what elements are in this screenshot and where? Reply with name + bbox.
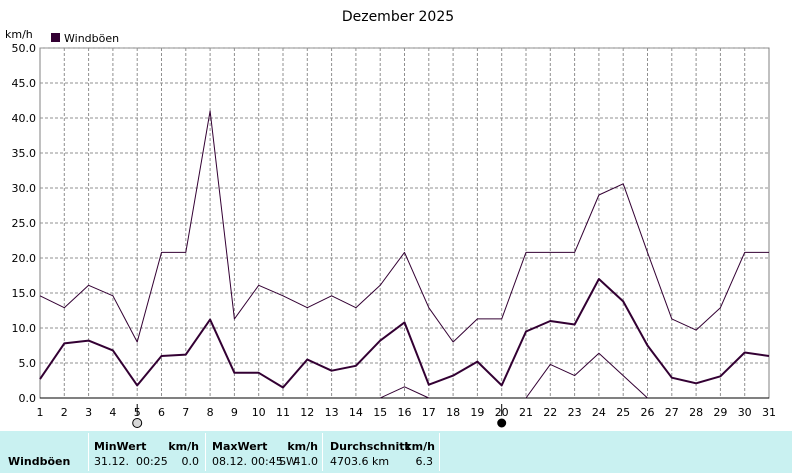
legend-label: Windböen (64, 32, 119, 45)
x-tick-label: 7 (182, 406, 189, 419)
x-tick-label: 31 (762, 406, 776, 419)
y-tick-label: 0.0 (19, 392, 37, 405)
x-tick-label: 24 (592, 406, 606, 419)
x-tick-label: 3 (85, 406, 92, 419)
x-tick-label: 28 (689, 406, 703, 419)
x-tick-label: 16 (398, 406, 412, 419)
x-tick-label: 27 (665, 406, 679, 419)
x-tick-label: 15 (373, 406, 387, 419)
x-tick-label: 26 (641, 406, 655, 419)
x-tick-label: 6 (158, 406, 165, 419)
min-time: 00:25 (136, 455, 168, 468)
new-moon-icon (497, 418, 507, 428)
series-line-min (525, 352, 648, 399)
avg-header: Durchschnitt (330, 440, 410, 453)
stats-row-label-cell: Windböen (0, 431, 88, 473)
chart: Dezember 2025 km/h Windböen 0.05.010.015… (5, 9, 777, 428)
y-tick-label: 40.0 (12, 112, 37, 125)
legend-swatch (51, 33, 60, 42)
y-tick-label: 10.0 (12, 322, 37, 335)
y-tick-label: 20.0 (12, 252, 37, 265)
stats-min-cell: MinWert km/h 31.12. 00:25 0.0 (89, 431, 205, 473)
y-axis-label: km/h (5, 28, 33, 41)
x-tick-label: 25 (616, 406, 630, 419)
x-tick-label: 1 (37, 406, 44, 419)
x-tick-label: 14 (349, 406, 363, 419)
series-line-avg (39, 278, 770, 389)
moon-phase-markers (132, 404, 507, 428)
y-tick-label: 30.0 (12, 182, 37, 195)
x-tick-label: 13 (325, 406, 339, 419)
stats-avg-cell: Durchschnitt km/h 4703.6 km 6.3 (323, 431, 439, 473)
x-tick-label: 17 (422, 406, 436, 419)
x-tick-label: 12 (300, 406, 314, 419)
x-tick-labels: 1234567891011121314151617181920212223242… (37, 406, 777, 419)
y-tick-label: 45.0 (12, 77, 37, 90)
x-tick-label: 29 (713, 406, 727, 419)
x-tick-label: 2 (61, 406, 68, 419)
series-lines (39, 110, 770, 399)
max-date: 08.12. (212, 455, 247, 468)
stats-max-cell: MaxWert km/h 08.12. 00:45 SW 41.0 (206, 431, 322, 473)
y-tick-label: 25.0 (12, 217, 37, 230)
stats-separator (439, 433, 440, 471)
series-line-min (379, 386, 430, 399)
x-tick-label: 21 (519, 406, 533, 419)
x-tick-label: 8 (207, 406, 214, 419)
x-tick-label: 22 (543, 406, 557, 419)
y-tick-label: 35.0 (12, 147, 37, 160)
stats-bar: Windböen MinWert km/h 31.12. 00:25 0.0 M… (0, 431, 792, 473)
min-value: 0.0 (181, 455, 200, 468)
stats-separator (205, 433, 206, 471)
min-header: MinWert (94, 440, 147, 453)
stats-row-label: Windböen (8, 455, 71, 468)
y-tick-label: 5.0 (19, 357, 37, 370)
chart-title: Dezember 2025 (342, 9, 454, 25)
y-tick-label: 15.0 (12, 287, 37, 300)
max-direction: SW (279, 455, 297, 468)
avg-unit: km/h (404, 440, 435, 453)
x-tick-label: 11 (276, 406, 290, 419)
full-moon-icon (132, 418, 143, 428)
min-unit: km/h (168, 440, 199, 453)
max-header: MaxWert (212, 440, 268, 453)
x-tick-label: 18 (446, 406, 460, 419)
legend: Windböen (51, 32, 119, 45)
max-unit: km/h (287, 440, 318, 453)
x-tick-label: 23 (568, 406, 582, 419)
y-tick-labels: 0.0 5.0 10.0 15.0 20.0 25.0 30.0 35.0 40.0 45.0 50… (12, 42, 37, 405)
max-time: 00:45 (251, 455, 283, 468)
grid (39, 47, 770, 399)
min-date: 31.12. (94, 455, 129, 468)
x-tick-label: 10 (252, 406, 266, 419)
x-tick-label: 19 (470, 406, 484, 419)
stats-separator (322, 433, 323, 471)
avg-distance: 4703.6 km (330, 455, 390, 468)
y-tick-label: 50.0 (12, 42, 37, 55)
stats-separator (88, 433, 89, 471)
avg-value: 6.3 (415, 455, 434, 468)
x-tick-label: 30 (738, 406, 752, 419)
x-tick-label: 9 (231, 406, 238, 419)
x-tick-label: 4 (109, 406, 116, 419)
series-line-max (39, 110, 769, 343)
max-value: 41.0 (293, 455, 319, 468)
